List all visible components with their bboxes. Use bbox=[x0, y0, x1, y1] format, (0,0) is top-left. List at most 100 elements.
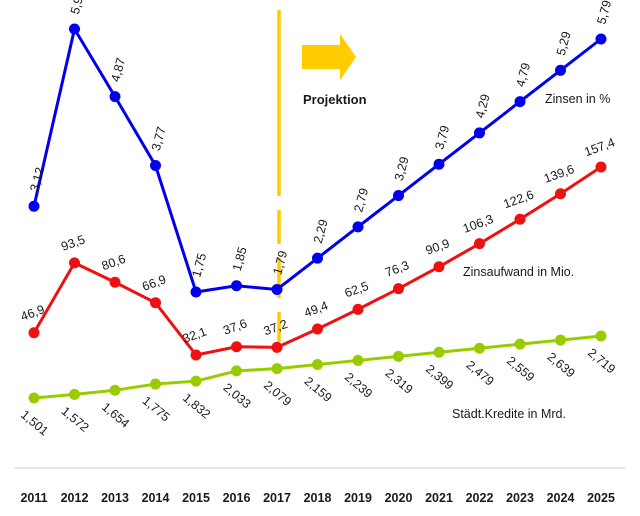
data-point bbox=[555, 188, 566, 200]
data-label: 2,079 bbox=[261, 378, 294, 409]
data-point bbox=[595, 33, 607, 45]
data-label: 62,5 bbox=[343, 279, 371, 300]
data-point bbox=[555, 64, 566, 76]
data-point bbox=[190, 375, 202, 387]
data-label: 2,29 bbox=[311, 218, 331, 245]
projection-marker: Projektion bbox=[277, 10, 367, 468]
x-tick-label: 2022 bbox=[466, 491, 494, 505]
x-tick-label: 2017 bbox=[263, 491, 291, 505]
x-tick-label: 2020 bbox=[385, 491, 413, 505]
x-tick-label: 2025 bbox=[587, 491, 615, 505]
data-point bbox=[514, 338, 526, 350]
data-label: 76,3 bbox=[383, 258, 411, 279]
data-point bbox=[28, 392, 40, 404]
data-label: 2,033 bbox=[221, 380, 254, 411]
data-label: 66,9 bbox=[140, 272, 168, 293]
data-point bbox=[433, 346, 445, 358]
data-point bbox=[28, 327, 40, 339]
data-label: 37,6 bbox=[221, 316, 249, 337]
x-tick-label: 2012 bbox=[61, 491, 89, 505]
data-point bbox=[595, 330, 607, 342]
series-name-label: Zinsaufwand in Mio. bbox=[463, 265, 574, 279]
data-label: 4,29 bbox=[473, 93, 493, 120]
data-label: 5,79 bbox=[594, 0, 614, 26]
data-label: 2,719 bbox=[585, 346, 618, 377]
data-label: 3,12 bbox=[27, 166, 47, 193]
data-point bbox=[474, 342, 485, 354]
data-point bbox=[231, 280, 242, 292]
x-tick-label: 2024 bbox=[547, 491, 575, 505]
data-label: 80,6 bbox=[100, 252, 128, 273]
data-point bbox=[352, 221, 364, 233]
x-tick-label: 2019 bbox=[344, 491, 372, 505]
projection-label: Projektion bbox=[303, 92, 367, 107]
series-name-label: Zinsen in % bbox=[545, 92, 610, 106]
data-label: 2,479 bbox=[464, 358, 497, 389]
data-point bbox=[514, 213, 526, 225]
data-label: 1,75 bbox=[189, 252, 209, 279]
data-point bbox=[69, 388, 80, 400]
data-point bbox=[271, 341, 283, 353]
data-label: 32,1 bbox=[181, 324, 209, 345]
x-tick-label: 2021 bbox=[425, 491, 453, 505]
data-point bbox=[555, 334, 566, 346]
projection-arrow-icon bbox=[302, 34, 356, 80]
data-label: 2,239 bbox=[342, 370, 375, 401]
data-label: 2,399 bbox=[423, 362, 456, 393]
data-label: 49,4 bbox=[302, 299, 330, 320]
data-label: 2,79 bbox=[351, 186, 371, 213]
data-label: 1,832 bbox=[180, 391, 213, 422]
data-label: 3,79 bbox=[432, 124, 452, 151]
data-point bbox=[393, 283, 404, 295]
x-tick-label: 2011 bbox=[20, 491, 47, 505]
data-label: 3,29 bbox=[392, 155, 412, 182]
x-tick-label: 2023 bbox=[506, 491, 534, 505]
data-point bbox=[312, 359, 323, 371]
data-label: 1,85 bbox=[230, 245, 250, 272]
data-label: 139,6 bbox=[542, 162, 576, 186]
data-point bbox=[69, 23, 80, 35]
data-point bbox=[109, 276, 121, 288]
data-label: 5,95 bbox=[68, 0, 88, 16]
data-label: 93,5 bbox=[59, 232, 87, 253]
data-label: 1,501 bbox=[18, 408, 51, 439]
data-point bbox=[271, 283, 283, 295]
x-axis: 2011 2012 2013 2014 2015 2016 2017 2018 2019 2020… bbox=[14, 467, 625, 505]
data-point bbox=[28, 200, 40, 212]
data-label: 122,6 bbox=[502, 188, 536, 212]
data-point bbox=[231, 341, 242, 353]
data-point bbox=[514, 96, 526, 108]
data-point bbox=[433, 261, 445, 273]
series-name-label: Städt.Kredite in Mrd. bbox=[452, 407, 566, 421]
data-point bbox=[150, 160, 161, 171]
data-label: 3,77 bbox=[149, 125, 169, 152]
data-point bbox=[271, 363, 283, 375]
data-label: 1,572 bbox=[59, 404, 92, 435]
x-tick-label: 2013 bbox=[101, 491, 129, 505]
data-point bbox=[231, 365, 242, 377]
data-point bbox=[69, 257, 80, 269]
data-point bbox=[393, 350, 404, 362]
data-label: 1,775 bbox=[140, 394, 173, 425]
data-point bbox=[433, 158, 445, 170]
data-point bbox=[393, 190, 404, 202]
series-zinsaufwand-in-mio: 46,993,580,666,932,1 37,6 37,249,462,576,3… bbox=[19, 135, 617, 361]
data-point bbox=[150, 297, 161, 309]
data-point bbox=[312, 323, 323, 335]
data-point bbox=[190, 349, 202, 361]
data-point bbox=[109, 384, 121, 396]
data-label: 1,79 bbox=[270, 249, 290, 276]
data-point bbox=[474, 127, 485, 139]
data-label: 37,2 bbox=[262, 317, 290, 338]
series-zinsen-in: 3,12 5,95 4,87 3,77 1,75 1,85 1,79 2,29 2,79 3,29… bbox=[27, 0, 614, 298]
data-point bbox=[352, 303, 364, 315]
data-label: 2,559 bbox=[504, 354, 537, 385]
x-tick-label: 2015 bbox=[182, 491, 210, 505]
data-label: 5,29 bbox=[554, 30, 574, 57]
x-tick-label: 2014 bbox=[142, 491, 170, 505]
data-label: 157,4 bbox=[583, 135, 617, 159]
data-label: 106,3 bbox=[461, 212, 495, 236]
data-label: 1,654 bbox=[99, 400, 132, 431]
data-point bbox=[190, 286, 202, 298]
